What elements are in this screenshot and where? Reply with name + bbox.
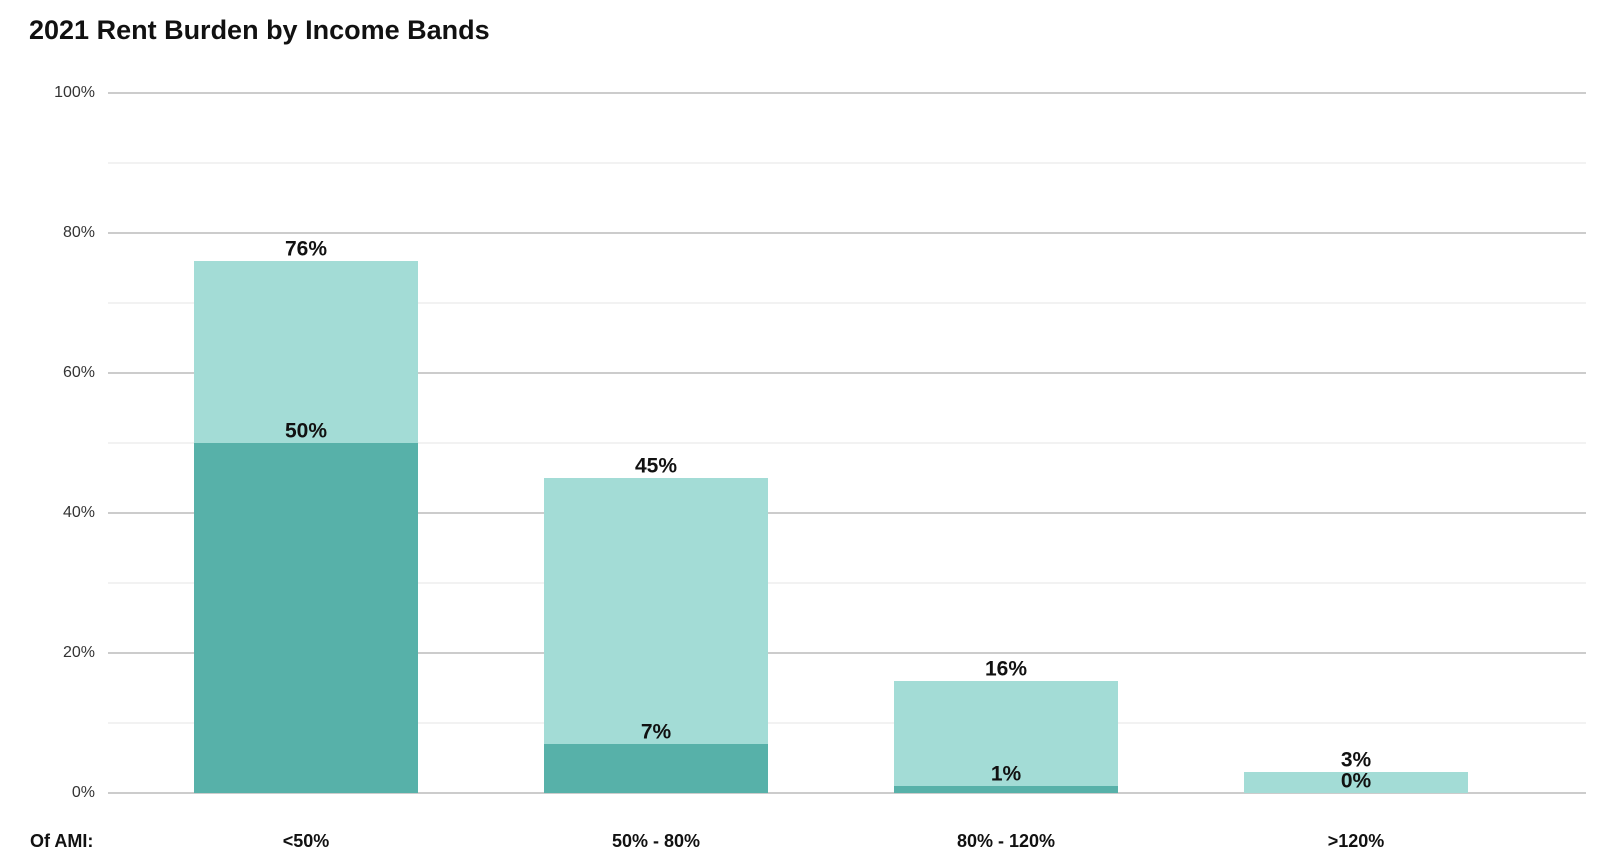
value-label: 76% — [285, 238, 327, 261]
x-tick-label: 50% - 80% — [612, 831, 700, 851]
x-tick-label: <50% — [283, 831, 330, 851]
x-tick-label: >120% — [1328, 831, 1385, 851]
bar — [544, 744, 768, 793]
x-axis-label: Of AMI: — [30, 831, 93, 851]
value-label: 7% — [641, 721, 672, 744]
value-label: 45% — [635, 455, 677, 478]
chart-title: 2021 Rent Burden by Income Bands — [29, 15, 490, 45]
bar — [194, 443, 418, 793]
bar — [894, 786, 1118, 793]
value-label: 50% — [285, 420, 327, 443]
y-tick-label: 0% — [72, 784, 95, 801]
x-tick-label: 80% - 120% — [957, 831, 1055, 851]
y-tick-label: 80% — [63, 224, 95, 241]
value-label: 3% — [1341, 749, 1372, 772]
y-tick-label: 20% — [63, 644, 95, 661]
y-tick-label: 100% — [54, 84, 95, 101]
bar — [544, 478, 768, 793]
y-tick-label: 40% — [63, 504, 95, 521]
bar — [894, 681, 1118, 793]
value-label: 16% — [985, 658, 1027, 681]
bar — [1244, 772, 1468, 793]
value-label: 0% — [1341, 770, 1372, 793]
value-label: 1% — [991, 763, 1022, 786]
y-tick-label: 60% — [63, 364, 95, 381]
